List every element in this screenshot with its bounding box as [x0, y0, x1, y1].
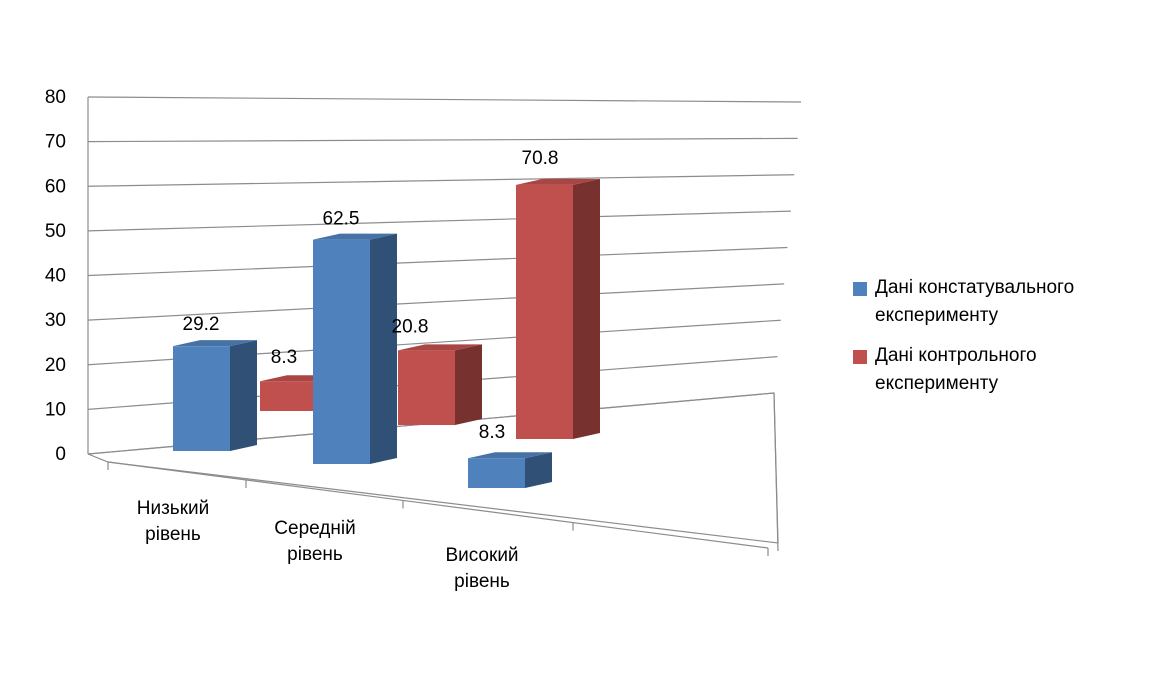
bar-s2-c3-side: [573, 178, 600, 439]
data-label: 29.2: [183, 314, 220, 335]
category-label: Низький: [137, 498, 209, 519]
bar-s2-c2-side: [455, 344, 482, 425]
y-tick-label: 40: [45, 266, 66, 287]
gridline: [87, 137, 798, 143]
legend: Дані констатувального експерименту Дані …: [853, 274, 1143, 410]
bar-s2-c1-front: [260, 381, 317, 411]
legend-item-constative: Дані констатувального експерименту: [853, 274, 1143, 330]
legend-swatch-red: [853, 350, 867, 364]
y-tick-label: 50: [45, 221, 66, 242]
bar-s1-c2-side: [370, 233, 397, 464]
gridline: [87, 174, 795, 187]
gridline: [87, 210, 791, 232]
category-label: рівень: [287, 544, 343, 565]
gridline: [87, 283, 785, 321]
bars-layer: [173, 178, 600, 488]
y-tick-label: 60: [45, 176, 66, 197]
data-label: 20.8: [392, 316, 429, 337]
bar-s2-c2: [398, 344, 482, 425]
y-tick-label: 80: [45, 87, 66, 108]
data-label: 8.3: [271, 347, 297, 368]
bar-s1-c3-front: [468, 458, 525, 488]
bar-s1-c1-side: [230, 340, 257, 451]
legend-label-constative-line2: експерименту: [875, 305, 999, 326]
category-label: Середній: [274, 518, 355, 539]
bar-s1-c1: [173, 340, 257, 451]
bar-s2-c3-top: [516, 178, 600, 185]
legend-label-constative-line1: Дані констатувального: [875, 277, 1075, 298]
category-label: рівень: [454, 571, 510, 592]
floor-right-edge: [773, 392, 779, 552]
bar-s2-c2-top: [398, 344, 482, 351]
chart-frame: 0 10 20 30 40 50 60 70 80 29.2 8.3 62.5 20.8 8.3 70.8 Н…: [8, 8, 1150, 675]
bar-s2-c2-front: [398, 350, 455, 425]
gridline: [87, 96, 802, 103]
labels-layer: 0 10 20 30 40 50 60 70 80 29.2 8.3 62.5 20.8 8.3 70.8 Н…: [45, 87, 559, 592]
y-tick-label: 0: [55, 444, 66, 465]
bar-s2-c3: [516, 178, 600, 439]
bar-s1-c2-top: [313, 233, 397, 240]
category-label: Високий: [445, 545, 518, 566]
y-tick-label: 20: [45, 355, 66, 376]
bar-s1-c1-front: [173, 346, 230, 451]
category-label: рівень: [145, 524, 201, 545]
bar-s1-c3: [468, 452, 552, 488]
legend-label-control-line2: експерименту: [875, 373, 999, 394]
data-label: 62.5: [323, 209, 360, 230]
gridline: [87, 246, 788, 277]
y-tick-label: 30: [45, 310, 66, 331]
data-label: 70.8: [522, 148, 559, 169]
bar-s1-c3-side: [525, 452, 552, 488]
legend-swatch-blue: [853, 282, 867, 296]
bar-s1-c2: [313, 233, 397, 464]
bar-s1-c1-top: [173, 340, 257, 347]
x-axis-line: [107, 461, 769, 549]
data-label: 8.3: [479, 422, 505, 443]
bar-s2-c3-front: [516, 184, 573, 439]
bar-s1-c2-front: [313, 239, 370, 464]
legend-label-control-line1: Дані контрольного: [875, 345, 1037, 366]
legend-item-control: Дані контрольного експерименту: [853, 342, 1143, 398]
y-tick-label: 10: [45, 399, 66, 420]
bar-s1-c3-top: [468, 452, 552, 459]
bar-chart: 0 10 20 30 40 50 60 70 80 29.2 8.3 62.5 20.8 8.3 70.8 Н…: [45, 87, 802, 592]
y-tick-label: 70: [45, 132, 66, 153]
